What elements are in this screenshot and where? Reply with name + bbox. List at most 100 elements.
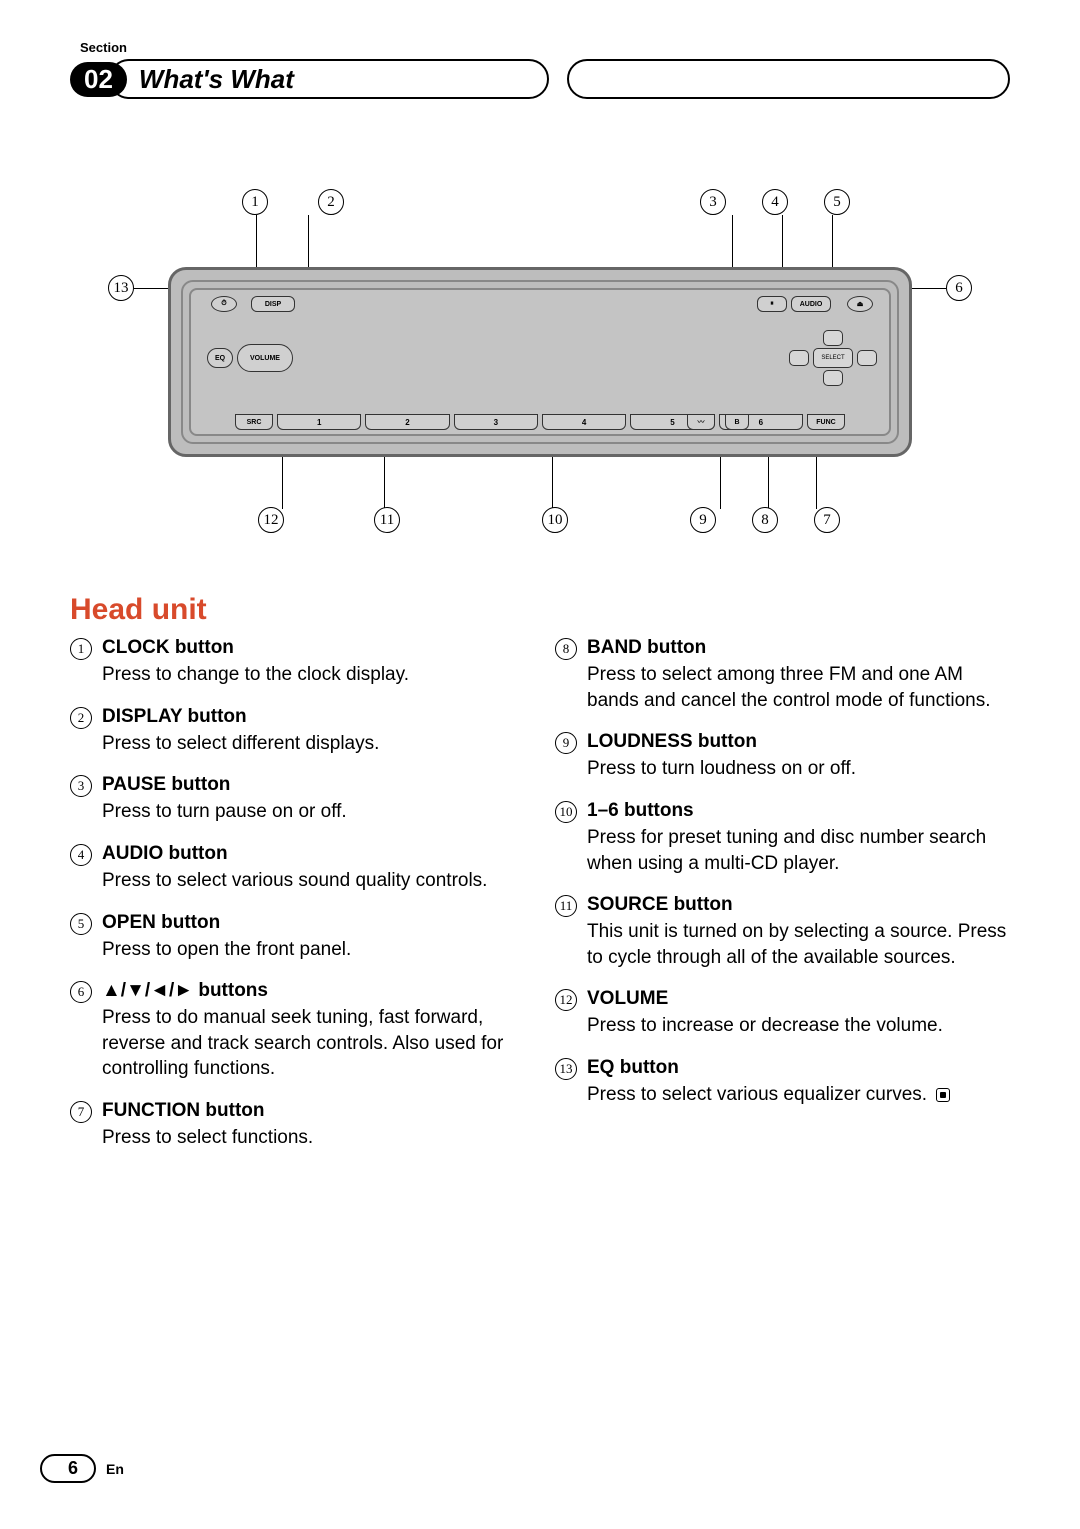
eq-button: EQ: [207, 348, 233, 368]
desc-item: 8 BAND button Press to select among three …: [555, 637, 1010, 713]
callout-4: 4: [762, 189, 788, 215]
callout-row-top: 1 2 3 4 5: [150, 189, 930, 215]
item-title: PAUSE button: [102, 774, 230, 796]
item-desc: This unit is turned on by selecting a so…: [587, 919, 1010, 970]
column-right: 8 BAND button Press to select among three …: [555, 637, 1010, 1169]
item-desc: Press to turn pause on or off.: [102, 799, 525, 825]
item-number: 3: [70, 775, 92, 797]
preset-1: 1: [277, 414, 361, 430]
callout-6: 6: [946, 275, 972, 301]
callout-side-right: 6: [906, 275, 972, 301]
diagram-container: 1 2 3 4 5 13 6 ⏱ DISP: [70, 189, 1010, 533]
src-button: SRC: [235, 414, 273, 430]
item-desc: Press to select different displays.: [102, 731, 525, 757]
desc-item: 10 1–6 buttons Press for preset tuning and…: [555, 800, 1010, 876]
item-number: 8: [555, 638, 577, 660]
language-label: En: [106, 1461, 124, 1477]
callout-side-left: 13: [108, 275, 174, 301]
callout-row-bottom: 12 11 10 9 8 7: [150, 507, 930, 533]
item-desc: Press to select among three FM and one A…: [587, 662, 1010, 713]
desc-item: 12 VOLUME Press to increase or decrease th…: [555, 988, 1010, 1039]
preset-3: 3: [454, 414, 538, 430]
item-number: 5: [70, 913, 92, 935]
clock-button-icon: ⏱: [211, 296, 237, 312]
section-number-badge: 02: [70, 62, 127, 97]
callout-5: 5: [824, 189, 850, 215]
callout-3: 3: [700, 189, 726, 215]
item-desc: Press for preset tuning and disc number …: [587, 825, 1010, 876]
item-title: EQ button: [587, 1057, 679, 1079]
item-title: AUDIO button: [102, 843, 228, 865]
select-button: SELECT: [813, 348, 853, 368]
item-desc: Press to do manual seek tuning, fast for…: [102, 1005, 525, 1082]
section-title-pill: What's What: [109, 59, 549, 99]
leader-row-top: [150, 215, 930, 269]
section-label: Section: [80, 40, 1010, 55]
callout-12: 12: [258, 507, 284, 533]
item-desc: Press to select various equalizer curves…: [587, 1082, 1010, 1108]
volume-button: VOLUME: [237, 344, 293, 372]
leader-row-bottom: [150, 455, 930, 509]
desc-item: 7 FUNCTION button Press to select function…: [70, 1100, 525, 1151]
item-desc: Press to increase or decrease the volume…: [587, 1013, 1010, 1039]
callout-11: 11: [374, 507, 400, 533]
item-number: 13: [555, 1058, 577, 1080]
preset-4: 4: [542, 414, 626, 430]
open-button-icon: ⏏: [847, 296, 873, 312]
description-columns: 1 CLOCK button Press to change to the cloc…: [70, 637, 1010, 1169]
item-desc: Press to change to the clock display.: [102, 662, 525, 688]
page-footer: 6 En: [40, 1454, 124, 1483]
item-title: DISPLAY button: [102, 706, 247, 728]
disp-button: DISP: [251, 296, 295, 312]
func-button: FUNC: [807, 414, 845, 430]
item-desc: Press to turn loudness on or off.: [587, 756, 1010, 782]
item-title: ▲/▼/◄/► buttons: [102, 980, 268, 1002]
callout-9: 9: [690, 507, 716, 533]
desc-item: 6 ▲/▼/◄/► buttons Press to do manual seek …: [70, 980, 525, 1082]
desc-item: 5 OPEN button Press to open the front pane…: [70, 912, 525, 963]
item-number: 9: [555, 732, 577, 754]
audio-button: AUDIO: [791, 296, 831, 312]
desc-item: 4 AUDIO button Press to select various sou…: [70, 843, 525, 894]
item-number: 11: [555, 895, 577, 917]
preset-2: 2: [365, 414, 449, 430]
desc-item: 13 EQ button Press to select various equal…: [555, 1057, 1010, 1108]
item-number: 4: [70, 844, 92, 866]
item-number: 6: [70, 981, 92, 1003]
item-number: 1: [70, 638, 92, 660]
section-title: What's What: [139, 64, 294, 95]
item-desc: Press to select functions.: [102, 1125, 525, 1151]
heading-head-unit: Head unit: [70, 593, 1010, 627]
head-unit-diagram: 1 2 3 4 5 13 6 ⏱ DISP: [150, 189, 930, 533]
callout-8: 8: [752, 507, 778, 533]
end-mark-icon: [936, 1088, 950, 1102]
pause-button-icon: ⏸: [757, 296, 787, 312]
desc-item: 2 DISPLAY button Press to select different…: [70, 706, 525, 757]
item-title: LOUDNESS button: [587, 731, 757, 753]
item-title: SOURCE button: [587, 894, 733, 916]
band-button: B: [725, 414, 749, 430]
dpad: SELECT: [789, 330, 877, 386]
item-number: 10: [555, 801, 577, 823]
item-desc: Press to open the front panel.: [102, 937, 525, 963]
item-title: CLOCK button: [102, 637, 234, 659]
item-number: 2: [70, 707, 92, 729]
callout-2: 2: [318, 189, 344, 215]
item-number: 12: [555, 989, 577, 1011]
item-title: BAND button: [587, 637, 706, 659]
callout-13: 13: [108, 275, 134, 301]
head-unit-body: ⏱ DISP ⏸ AUDIO ⏏ EQ VOLUME SELECT SRC 1 …: [168, 267, 912, 457]
item-title: 1–6 buttons: [587, 800, 694, 822]
item-desc: Press to select various sound quality co…: [102, 868, 525, 894]
header-empty-pill: [567, 59, 1010, 99]
loudness-button-icon: 〰: [687, 414, 715, 430]
item-title: FUNCTION button: [102, 1100, 265, 1122]
desc-item: 3 PAUSE button Press to turn pause on or o…: [70, 774, 525, 825]
item-title: OPEN button: [102, 912, 220, 934]
page-number: 6: [40, 1454, 96, 1483]
item-number: 7: [70, 1101, 92, 1123]
desc-item: 11 SOURCE button This unit is turned on by…: [555, 894, 1010, 970]
callout-1: 1: [242, 189, 268, 215]
item-title: VOLUME: [587, 988, 668, 1010]
desc-item: 1 CLOCK button Press to change to the cloc…: [70, 637, 525, 688]
